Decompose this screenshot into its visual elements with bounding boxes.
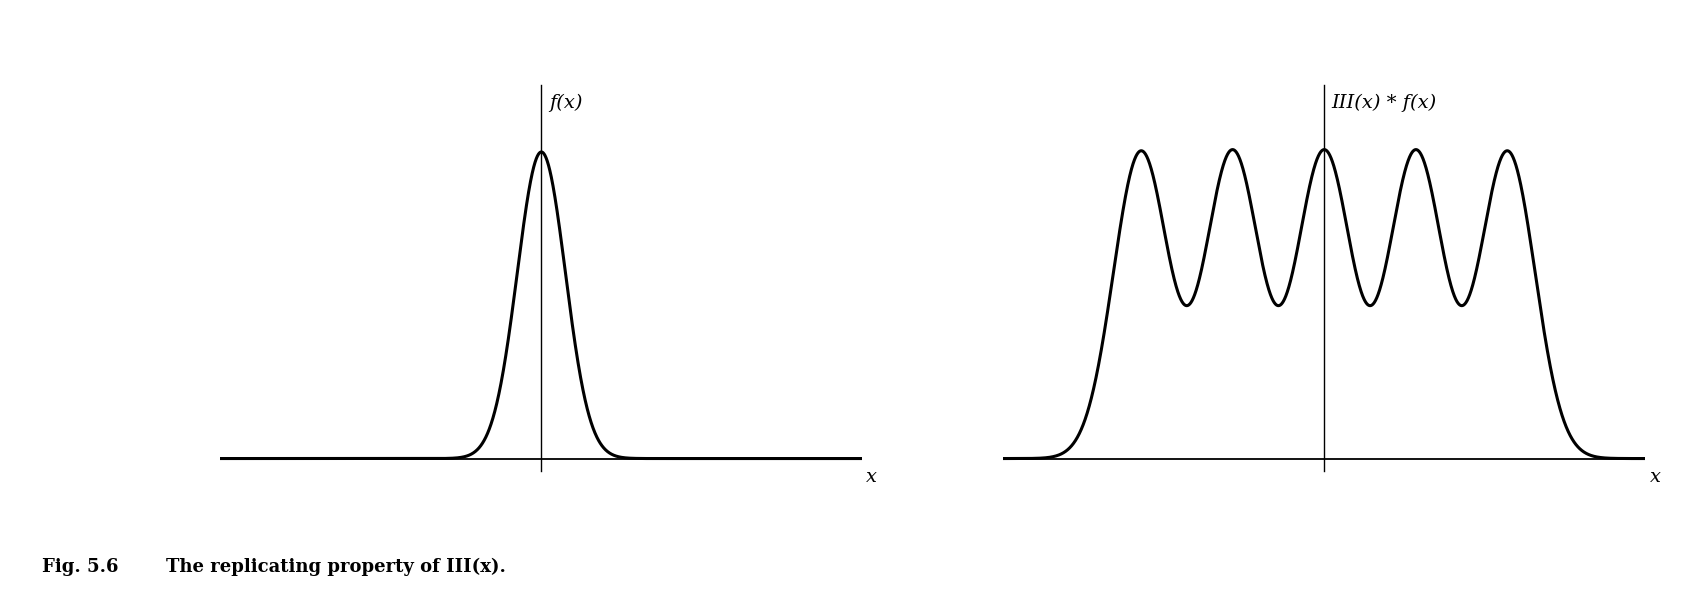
Text: The replicating property of III(x).: The replicating property of III(x). xyxy=(141,558,505,576)
Text: Fig. 5.6: Fig. 5.6 xyxy=(42,558,119,576)
Text: x: x xyxy=(1650,468,1660,486)
Text: III(x) * f(x): III(x) * f(x) xyxy=(1331,94,1437,112)
Text: f(x): f(x) xyxy=(550,94,583,112)
Text: x: x xyxy=(867,468,877,486)
